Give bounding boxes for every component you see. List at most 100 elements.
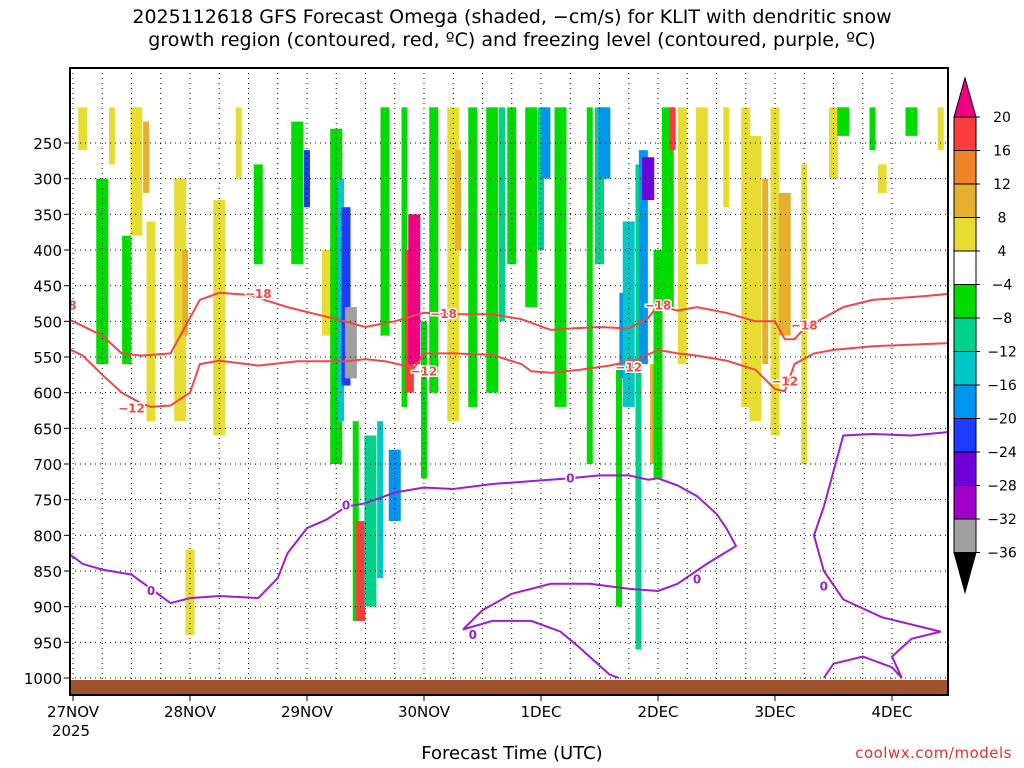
credit-text: coolwx.com/models (855, 744, 1012, 762)
omega-cell (650, 364, 657, 464)
colorbar-label: 16 (993, 144, 1011, 160)
contour-label: 0 (342, 498, 350, 512)
colorbar-swatch (953, 351, 977, 386)
omega-cell (905, 107, 918, 136)
omega-cell (429, 107, 439, 393)
omega-shading (78, 107, 944, 650)
x-tick-label: 3DEC (754, 703, 795, 721)
omega-cell (455, 150, 462, 250)
contour-line (70, 291, 948, 357)
omega-cell (341, 207, 351, 386)
y-tick-label: 650 (33, 420, 62, 438)
colorbar-swatch (953, 418, 977, 453)
omega-cell (616, 364, 622, 607)
omega-cell (741, 107, 751, 407)
omega-cell (877, 164, 887, 193)
omega-cell (598, 107, 611, 179)
omega-cell (653, 250, 663, 479)
colorbar-label: −32 (987, 512, 1017, 528)
y-axis-ticks: 250 300 350 400 450 500 550 600 650 700 750 800 850 9… (24, 135, 70, 688)
y-tick-label: 400 (33, 242, 62, 260)
y-tick-label: 550 (33, 349, 62, 367)
x-tick-label: 2DEC (637, 703, 678, 721)
contour-label: 0 (566, 471, 574, 485)
colorbar-label: −8 (992, 311, 1013, 327)
x-tick-label: 4DEC (871, 703, 912, 721)
omega-cell (642, 157, 655, 201)
omega-cell (937, 107, 944, 151)
y-tick-label: 800 (33, 527, 62, 545)
colorbar-max-triangle (953, 76, 977, 118)
ground-surface (70, 680, 948, 695)
x-tick-label: 1DEC (520, 703, 561, 721)
omega-cell (869, 107, 876, 151)
colorbar-label: 4 (998, 244, 1007, 260)
contour-label: 0 (820, 580, 828, 594)
x-tick-label: 28NOV (164, 703, 217, 721)
omega-cell (749, 135, 762, 422)
contour-label: −12 (411, 364, 438, 378)
omega-cell (388, 449, 401, 522)
y-tick-label: 950 (33, 634, 62, 652)
colorbar-swatch (953, 317, 977, 352)
colorbar-swatch (953, 250, 977, 285)
omega-cell (213, 200, 226, 436)
y-tick-label: 900 (33, 599, 62, 617)
omega-cell (695, 107, 708, 265)
x-tick-label: 29NOV (281, 703, 334, 721)
omega-cell (364, 435, 377, 607)
x-tick-label: 27NOV (47, 703, 100, 721)
colorbar-label: −4 (992, 278, 1013, 294)
omega-cell (401, 107, 408, 407)
contour-line (70, 474, 738, 679)
omega-cell (408, 214, 421, 365)
chart-title-line-2: growth region (contoured, red, ºC) and f… (148, 29, 876, 51)
y-tick-label: 850 (33, 563, 62, 581)
omega-cell (525, 107, 538, 308)
omega-cell (344, 307, 357, 379)
omega-cell (122, 235, 132, 365)
omega-cell (837, 107, 850, 136)
omega-cell (723, 107, 730, 208)
omega-cell (253, 164, 263, 265)
colorbar-swatch (953, 217, 977, 252)
colorbar-label: 12 (993, 177, 1011, 193)
contour-label: 0 (469, 628, 477, 642)
colorbar-label: 8 (998, 211, 1007, 227)
omega-cell (770, 107, 780, 436)
omega-cell (762, 178, 769, 365)
y-tick-label: 350 (33, 206, 62, 224)
colorbar-swatch (953, 116, 977, 151)
omega-cell (661, 107, 674, 308)
omega-cell (185, 549, 195, 636)
omega-cell (507, 107, 517, 265)
contour-label: −18 (645, 299, 672, 313)
colorbar-label: −20 (987, 412, 1017, 428)
omega-cell (499, 107, 505, 322)
omega-cell (96, 178, 109, 365)
colorbar-swatch (953, 183, 977, 218)
contour-label: −18 (791, 319, 818, 333)
plot-frame (69, 67, 949, 696)
colorbar-swatch (953, 284, 977, 319)
contour-line (812, 431, 948, 679)
omega-cell (130, 107, 143, 236)
contour-label: 0 (693, 573, 701, 587)
x-axis-label: Forecast Time (UTC) (421, 743, 603, 764)
colorbar-label: −16 (987, 378, 1017, 394)
contour-label: −18 (245, 287, 272, 301)
colorbar-label: −28 (987, 479, 1017, 495)
colorbar-swatch (953, 150, 977, 185)
omega-cell (322, 250, 331, 336)
contour-label: −18 (50, 299, 77, 313)
y-tick-label: 600 (33, 385, 62, 403)
omega-cell (78, 107, 88, 151)
contour-label: −18 (430, 307, 457, 321)
omega-cell (174, 178, 187, 422)
y-tick-label: 700 (33, 456, 62, 474)
omega-cell (235, 107, 242, 179)
omega-cell (352, 421, 359, 621)
omega-cell (595, 107, 604, 265)
colorbar-swatch (953, 518, 977, 553)
